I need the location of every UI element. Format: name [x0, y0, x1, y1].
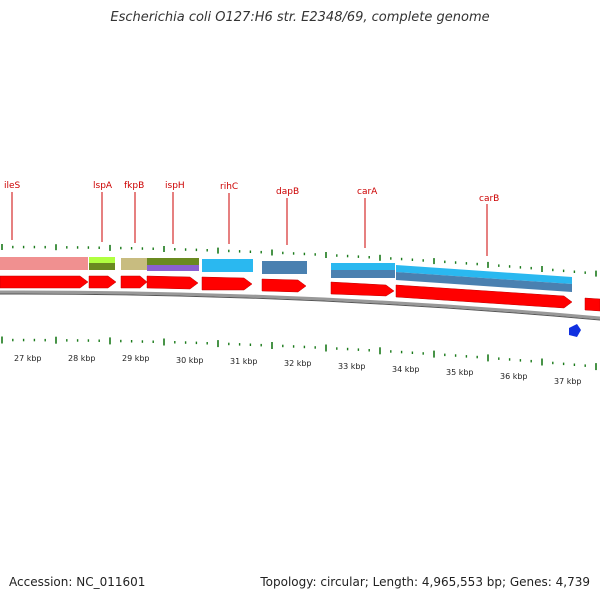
- feature-block-carA-bottom[interactable]: [331, 270, 395, 278]
- feature-block-ileS[interactable]: [0, 257, 88, 270]
- feature-block-dapB[interactable]: [262, 261, 307, 274]
- cds-arrow-fkpB[interactable]: [120, 275, 148, 289]
- feature-block-carB-top[interactable]: [396, 265, 572, 284]
- feature-block-lspA-top[interactable]: [89, 257, 115, 264]
- scale-labels: 27 kbp 28 kbp 29 kbp 30 kbp 31 kbp 32 kb…: [14, 354, 582, 386]
- feature-block-rihC[interactable]: [202, 259, 253, 272]
- gene-label-dapB: dapB: [276, 187, 299, 197]
- scale-label-35kbp: 35 kbp: [446, 368, 474, 377]
- gene-label-lspA: lspA: [93, 181, 113, 191]
- gene-callout-dapB[interactable]: dapB: [276, 187, 299, 245]
- topology-summary-text: Topology: circular; Length: 4,965,553 bp…: [260, 575, 590, 589]
- cds-track: [0, 275, 600, 312]
- cds-arrow-rihC[interactable]: [201, 276, 253, 291]
- scale-label-27kbp: 27 kbp: [14, 354, 42, 363]
- scale-label-33kbp: 33 kbp: [338, 362, 366, 371]
- feature-block-ispH-bottom[interactable]: [147, 265, 199, 271]
- gene-callout-lspA[interactable]: lspA: [93, 181, 113, 242]
- cds-arrow-ispH[interactable]: [146, 275, 199, 290]
- map-title: Escherichia coli O127:H6 str. E2348/69, …: [110, 10, 490, 25]
- scale-label-34kbp: 34 kbp: [392, 365, 420, 374]
- genome-backbone: [0, 290, 600, 320]
- gene-label-carB: carB: [479, 194, 499, 204]
- gene-callout-carA[interactable]: carA: [357, 187, 378, 248]
- scale-label-37kbp: 37 kbp: [554, 377, 582, 386]
- gene-callout-ileS[interactable]: ileS: [4, 181, 21, 240]
- gene-label-rihC: rihC: [220, 182, 238, 192]
- gene-label-carA: carA: [357, 187, 378, 197]
- gene-label-ispH: ispH: [165, 181, 185, 191]
- scale-label-36kbp: 36 kbp: [500, 372, 528, 381]
- gene-label-ileS: ileS: [4, 181, 21, 191]
- cds-arrow-carB[interactable]: [395, 284, 573, 309]
- bottom-tick-row: [1, 336, 597, 371]
- gene-callout-carB[interactable]: carB: [479, 194, 499, 256]
- feature-track: [0, 257, 572, 292]
- gene-callout-rihC[interactable]: rihC: [220, 182, 238, 244]
- blue-feature-marker[interactable]: [569, 324, 581, 337]
- gene-callout-ispH[interactable]: ispH: [165, 181, 185, 244]
- feature-block-lspA-bottom[interactable]: [89, 263, 115, 270]
- gene-callout-fkpB[interactable]: fkpB: [124, 181, 144, 243]
- accession-text: Accession: NC_011601: [9, 575, 146, 589]
- cds-arrow-ileS[interactable]: [0, 275, 89, 289]
- cds-arrow-lspA[interactable]: [88, 275, 117, 289]
- scale-label-29kbp: 29 kbp: [122, 354, 150, 363]
- top-tick-row: [1, 244, 597, 277]
- cds-arrow-dapB[interactable]: [261, 278, 307, 293]
- genome-backbone-shadow: [0, 293, 600, 321]
- feature-block-carB-bottom[interactable]: [396, 272, 572, 292]
- feature-block-ispH-top[interactable]: [147, 258, 199, 265]
- feature-block-carA-top[interactable]: [331, 263, 395, 270]
- gene-label-fkpB: fkpB: [124, 181, 144, 191]
- gene-label-group: ileS lspA fkpB ispH rihC dapB carA carB: [4, 181, 499, 256]
- cds-arrow-carA[interactable]: [330, 281, 395, 297]
- feature-block-fkpB[interactable]: [121, 258, 147, 270]
- scale-label-28kbp: 28 kbp: [68, 354, 96, 363]
- scale-label-30kbp: 30 kbp: [176, 356, 204, 365]
- scale-label-32kbp: 32 kbp: [284, 359, 312, 368]
- cds-arrow-edge[interactable]: [584, 297, 600, 312]
- scale-label-31kbp: 31 kbp: [230, 357, 258, 366]
